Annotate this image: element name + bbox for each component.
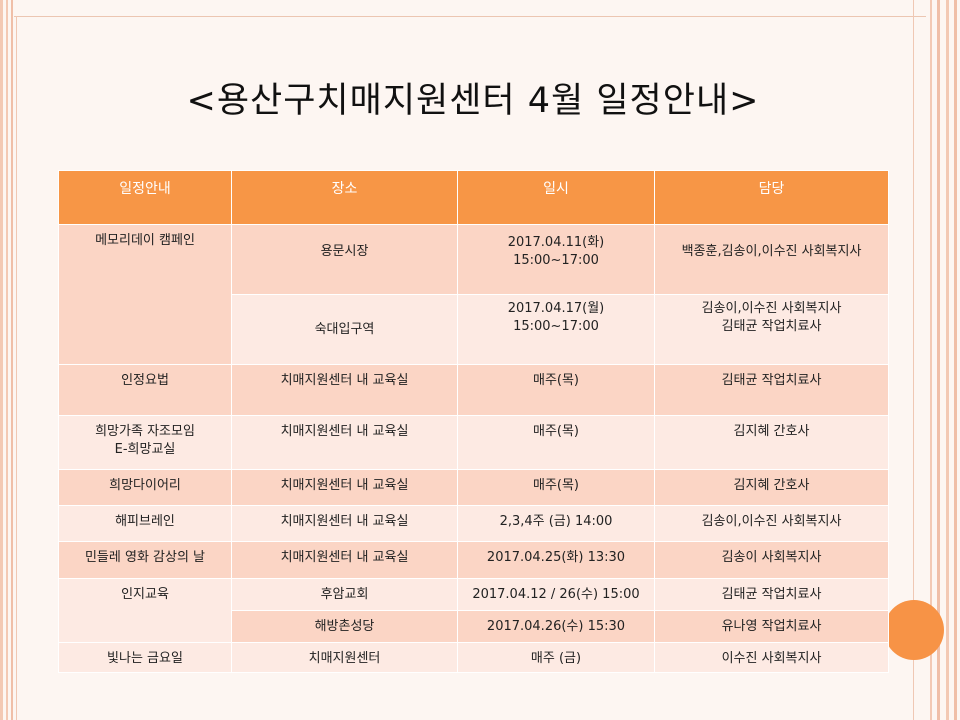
table-row: 희망다이어리 치매지원센터 내 교육실 매주(목) 김지혜 간호사 [58, 469, 889, 506]
table-row: 빛나는 금요일 치매지원센터 매주 (금) 이수진 사회복지사 [58, 642, 889, 673]
table-row: 숙대입구역 2017.04.17(월) 15:00~17:00 김송이,이수진 … [59, 294, 889, 365]
program-line: E-희망교실 [114, 442, 176, 457]
cell-program: 민들레 영화 감상의 날 [58, 541, 232, 579]
orange-circle-decoration [884, 600, 944, 660]
frame-right-line [913, 0, 914, 720]
cell-place: 치매지원센터 [231, 642, 458, 673]
table-row: 인정요법 치매지원센터 내 교육실 매주(목) 김태균 작업치료사 [58, 364, 889, 416]
cell-date: 매주(목) [457, 415, 655, 470]
cell-date: 2,3,4주 (금) 14:00 [457, 505, 655, 542]
table-row: 메모리데이 캠페인 용문시장 2017.04.11(화) 15:00~17:00… [58, 224, 889, 365]
cell-place: 후암교회 [231, 578, 458, 611]
frame-top-border [14, 0, 926, 17]
schedule-table: 일정안내 장소 일시 담당 메모리데이 캠페인 용문시장 2017.04.11(… [58, 170, 889, 673]
cell-place: 숙대입구역 [231, 294, 458, 365]
header-place: 장소 [231, 170, 458, 225]
cell-place: 해방촌성당 [231, 610, 458, 643]
table-row: 민들레 영화 감상의 날 치매지원센터 내 교육실 2017.04.25(화) … [58, 541, 889, 579]
cell-staff: 유나영 작업치료사 [654, 610, 889, 643]
date-line: 2017.04.17(월) [507, 301, 605, 316]
time-line: 15:00~17:00 [513, 319, 599, 334]
cell-staff: 김송이 사회복지사 [654, 541, 889, 579]
header-program: 일정안내 [58, 170, 232, 225]
cell-place: 치매지원센터 내 교육실 [231, 469, 458, 506]
program-line: 희망가족 자조모임 [95, 424, 195, 439]
frame-left-stripes [0, 0, 14, 720]
cell-program: 인정요법 [58, 364, 232, 416]
table-row: 희망가족 자조모임 E-희망교실 치매지원센터 내 교육실 매주(목) 김지혜 … [58, 415, 889, 470]
date-line: 2017.04.11(화) [507, 235, 605, 250]
cell-staff: 김태균 작업치료사 [654, 364, 889, 416]
cell-staff: 김지혜 간호사 [654, 469, 889, 506]
cell-program: 희망다이어리 [58, 469, 232, 506]
header-date: 일시 [457, 170, 655, 225]
time-line: 15:00~17:00 [513, 253, 599, 268]
staff-line: 김송이,이수진 사회복지사 [701, 301, 842, 316]
table-row: 인지교육 후암교회 2017.04.12 / 26(수) 15:00 김태균 작… [58, 578, 889, 643]
cell-date: 2017.04.11(화) 15:00~17:00 [457, 224, 655, 295]
cell-program: 메모리데이 캠페인 [58, 224, 232, 365]
cell-place: 용문시장 [231, 224, 458, 295]
cell-date: 2017.04.17(월) 15:00~17:00 [457, 294, 655, 365]
cell-place: 치매지원센터 내 교육실 [231, 364, 458, 416]
cell-program: 희망가족 자조모임 E-희망교실 [58, 415, 232, 470]
cell-date: 매주(목) [457, 364, 655, 416]
cell-place: 치매지원센터 내 교육실 [231, 541, 458, 579]
frame-right-stripes [926, 0, 960, 720]
cell-date: 매주 (금) [457, 642, 655, 673]
cell-date: 2017.04.26(수) 15:30 [457, 610, 655, 643]
cell-staff: 김송이,이수진 사회복지사 김태균 작업치료사 [654, 294, 889, 365]
cell-staff: 김태균 작업치료사 [654, 578, 889, 611]
cell-program: 인지교육 [58, 578, 232, 643]
slide-title: <용산구치매지원센터 4월 일정안내> [186, 81, 760, 121]
cell-place: 치매지원센터 내 교육실 [231, 505, 458, 542]
cell-staff: 백종훈,김송이,이수진 사회복지사 [654, 224, 889, 295]
table-row: 해방촌성당 2017.04.26(수) 15:30 유나영 작업치료사 [59, 610, 889, 643]
cell-program: 해피브레인 [58, 505, 232, 542]
cell-date: 2017.04.25(화) 13:30 [457, 541, 655, 579]
staff-line: 김태균 작업치료사 [721, 319, 822, 334]
cell-staff: 김송이,이수진 사회복지사 [654, 505, 889, 542]
header-staff: 담당 [654, 170, 889, 225]
cell-staff: 이수진 사회복지사 [654, 642, 889, 673]
cell-place: 치매지원센터 내 교육실 [231, 415, 458, 470]
cell-staff: 김지혜 간호사 [654, 415, 889, 470]
table-row: 해피브레인 치매지원센터 내 교육실 2,3,4주 (금) 14:00 김송이,… [58, 505, 889, 542]
cell-program: 빛나는 금요일 [58, 642, 232, 673]
cell-date: 매주(목) [457, 469, 655, 506]
table-header-row: 일정안내 장소 일시 담당 [58, 170, 889, 225]
frame-left-line [16, 16, 17, 720]
cell-date: 2017.04.12 / 26(수) 15:00 [457, 578, 655, 611]
